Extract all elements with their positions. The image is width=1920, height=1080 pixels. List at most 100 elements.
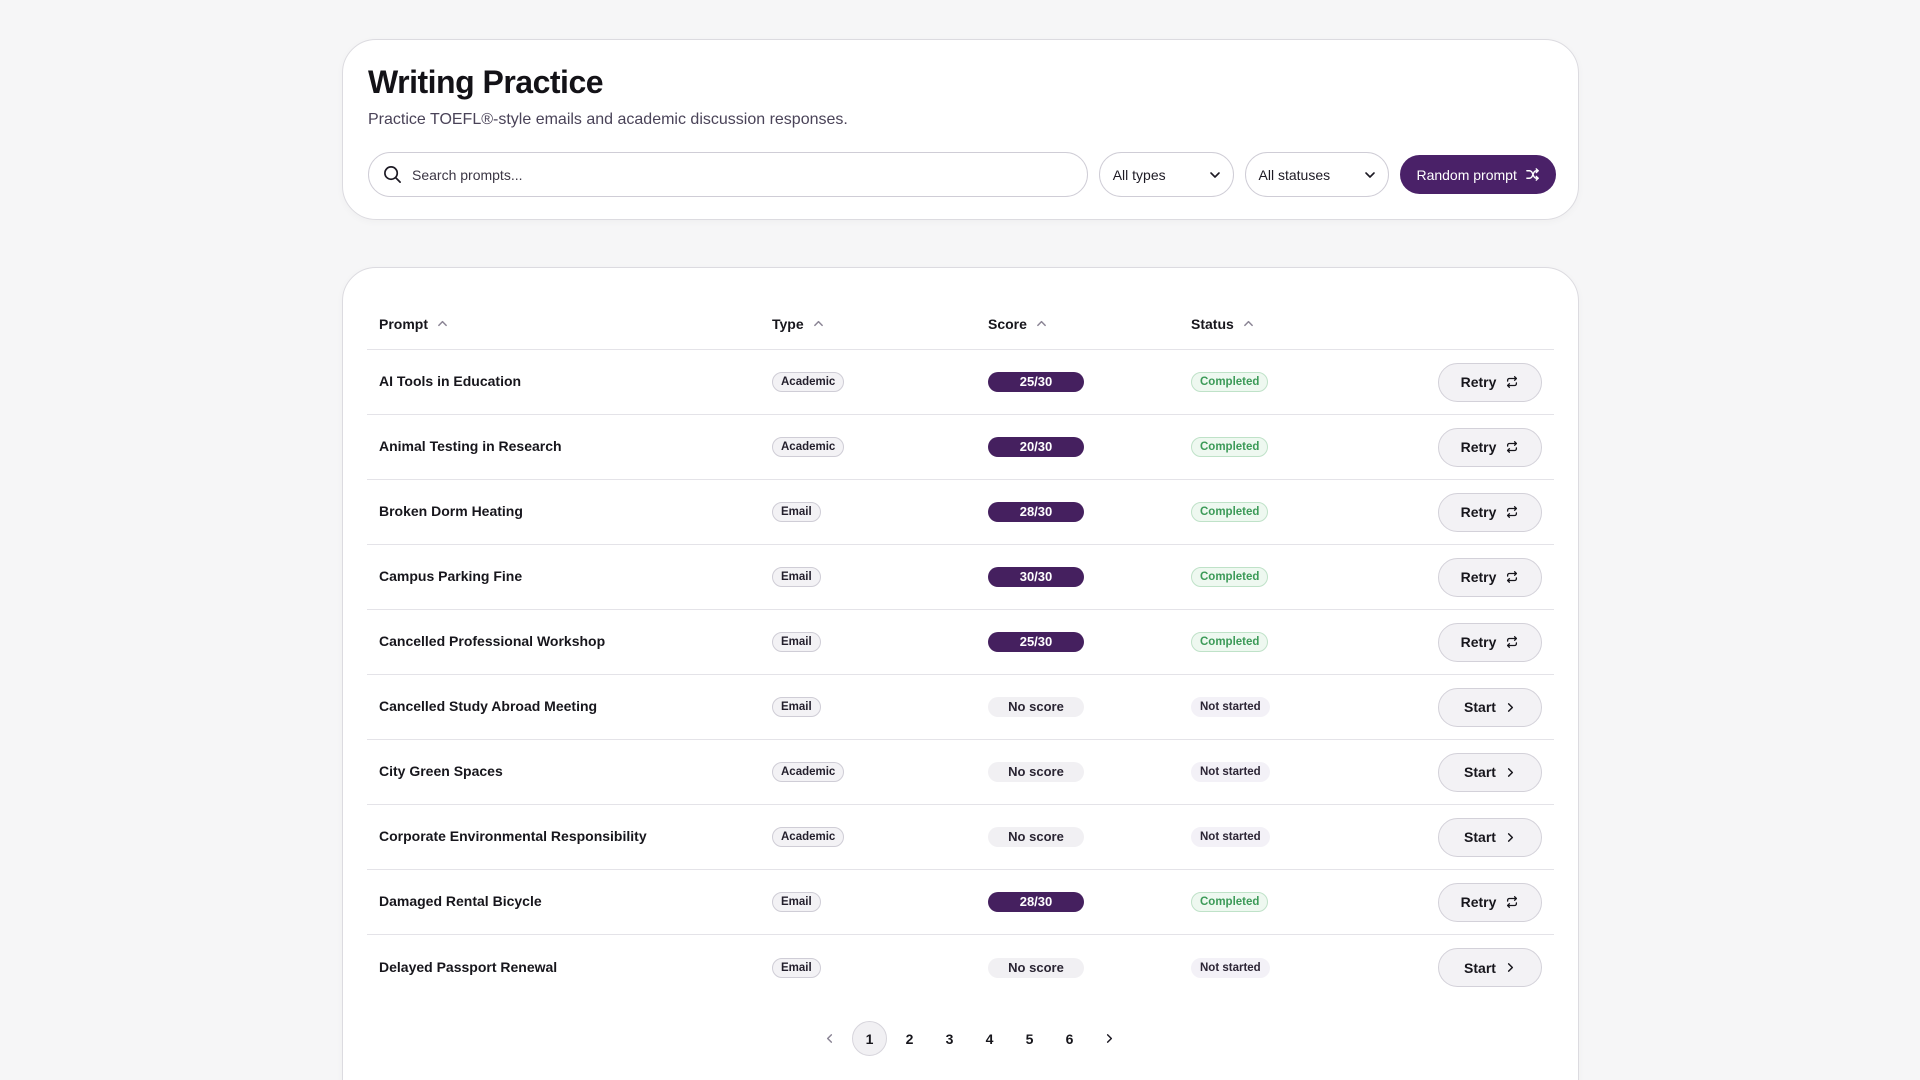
type-badge: Email (772, 632, 821, 652)
repeat-icon (1507, 506, 1518, 518)
page-number-button[interactable]: 6 (1065, 1030, 1074, 1047)
header-card: Writing Practice Practice TOEFL®-style e… (342, 39, 1579, 220)
action-label: Retry (1460, 504, 1497, 520)
page-number-button[interactable]: 2 (905, 1030, 914, 1047)
page-number-button[interactable]: 4 (985, 1030, 994, 1047)
chevron-up-icon (813, 320, 823, 327)
chevron-down-icon (1209, 171, 1220, 178)
status-badge: Completed (1191, 372, 1269, 392)
shuffle-icon (1526, 168, 1539, 181)
status-badge: Completed (1191, 567, 1269, 587)
search-icon (384, 166, 401, 183)
retry-button[interactable]: Retry (1438, 622, 1542, 662)
table-row[interactable]: Corporate Environmental Responsibility Ac… (367, 805, 1554, 870)
next-page-button[interactable] (1092, 1021, 1127, 1056)
column-label: Prompt (379, 315, 428, 332)
column-header-score[interactable]: Score (988, 316, 1191, 332)
search-input[interactable] (412, 166, 1073, 183)
start-button[interactable]: Start (1438, 687, 1542, 727)
status-filter-select[interactable]: All statuses (1244, 152, 1390, 197)
status-badge: Completed (1191, 437, 1269, 457)
chevron-left-icon (826, 1034, 833, 1043)
prev-page-button[interactable] (812, 1021, 847, 1056)
prompt-title: Campus Parking Fine (379, 568, 523, 584)
table-row[interactable]: Broken Dorm Heating Email 28/30 Completed Re… (367, 480, 1554, 545)
status-badge: Completed (1191, 892, 1269, 912)
random-prompt-button[interactable]: Random prompt (1400, 155, 1556, 194)
prompts-table-card: Prompt Type Score Status AI Tools in Edu… (342, 267, 1579, 1080)
type-badge: Academic (772, 437, 845, 457)
prompt-title: Broken Dorm Heating (379, 503, 523, 519)
table-row[interactable]: AI Tools in Education Academic 25/30 Comple… (367, 350, 1554, 415)
table-row[interactable]: Damaged Rental Bicycle Email 28/30 Complete… (367, 870, 1554, 935)
column-header-prompt[interactable]: Prompt (367, 316, 772, 332)
page-number-button[interactable]: 3 (945, 1030, 954, 1047)
table-row[interactable]: Campus Parking Fine Email 30/30 Completed Re… (367, 545, 1554, 610)
start-button[interactable]: Start (1438, 752, 1542, 792)
table-row[interactable]: Cancelled Study Abroad Meeting Email No sc… (367, 675, 1554, 740)
type-badge: Email (772, 957, 821, 978)
action-label: Start (1464, 959, 1496, 976)
start-button[interactable]: Start (1438, 948, 1542, 987)
score-badge: 28/30 (988, 892, 1084, 912)
prompt-title: AI Tools in Education (379, 373, 522, 389)
column-header-status[interactable]: Status (1191, 316, 1421, 332)
table-body: AI Tools in Education Academic 25/30 Comple… (367, 350, 1554, 1000)
score-badge: 30/30 (988, 567, 1084, 587)
action-label: Retry (1460, 439, 1497, 455)
type-badge: Email (772, 892, 821, 912)
retry-button[interactable]: Retry (1438, 362, 1542, 402)
score-badge: 20/30 (988, 437, 1084, 457)
repeat-icon (1507, 636, 1518, 648)
search-box[interactable] (368, 152, 1088, 197)
table-row[interactable]: City Green Spaces Academic No score Not sta… (367, 740, 1554, 805)
retry-button[interactable]: Retry (1438, 882, 1542, 922)
type-filter-select[interactable]: All types (1098, 152, 1234, 197)
chevron-up-icon (1037, 320, 1046, 327)
score-badge: No score (988, 762, 1084, 782)
page-list: 1 2 3 4 5 6 (852, 1021, 1087, 1056)
page-subtitle: Practice TOEFL®-style emails and academi… (368, 111, 848, 128)
table-row[interactable]: Animal Testing in Research Academic 20/30 C… (367, 415, 1554, 480)
score-badge: 25/30 (988, 372, 1084, 392)
chevron-right-icon (1507, 832, 1514, 842)
repeat-icon (1507, 571, 1518, 583)
action-label: Retry (1460, 569, 1497, 585)
type-badge: Email (772, 502, 821, 522)
pagination: 1 2 3 4 5 6 (343, 1021, 1578, 1056)
retry-button[interactable]: Retry (1438, 557, 1542, 597)
random-prompt-label: Random prompt (1416, 166, 1517, 183)
column-label: Score (988, 315, 1027, 332)
prompt-title: Cancelled Study Abroad Meeting (379, 698, 598, 714)
status-badge: Completed (1191, 502, 1269, 522)
action-label: Start (1464, 764, 1496, 780)
retry-button[interactable]: Retry (1438, 427, 1542, 467)
table-row[interactable]: Cancelled Professional Workshop Email 25/3… (367, 610, 1554, 675)
retry-button[interactable]: Retry (1438, 492, 1542, 532)
action-label: Start (1464, 829, 1496, 845)
chevron-up-icon (1243, 320, 1253, 327)
chevron-right-icon (1507, 963, 1514, 972)
status-badge: Not started (1191, 762, 1270, 782)
score-badge: No score (988, 697, 1084, 717)
table-row[interactable]: Delayed Passport Renewal Email No score Not… (367, 935, 1554, 1000)
page-number-button[interactable]: 5 (1025, 1030, 1034, 1047)
prompt-title: Cancelled Professional Workshop (379, 633, 606, 649)
chevron-up-icon (438, 320, 447, 327)
status-badge: Not started (1191, 957, 1270, 978)
score-badge: 28/30 (988, 502, 1084, 522)
repeat-icon (1507, 896, 1518, 908)
page-number-button[interactable]: 1 (852, 1021, 887, 1056)
prompt-title: Damaged Rental Bicycle (379, 893, 542, 909)
type-badge: Email (772, 567, 821, 587)
chevron-right-icon (1507, 767, 1514, 777)
column-header-type[interactable]: Type (772, 316, 988, 332)
action-label: Retry (1460, 634, 1497, 650)
type-badge: Academic (772, 827, 845, 847)
prompt-title: City Green Spaces (379, 763, 503, 779)
type-badge: Academic (772, 372, 845, 392)
score-badge: 25/30 (988, 632, 1084, 652)
page-title: Writing Practice (368, 64, 604, 100)
chevron-right-icon (1507, 702, 1514, 712)
start-button[interactable]: Start (1438, 817, 1542, 857)
